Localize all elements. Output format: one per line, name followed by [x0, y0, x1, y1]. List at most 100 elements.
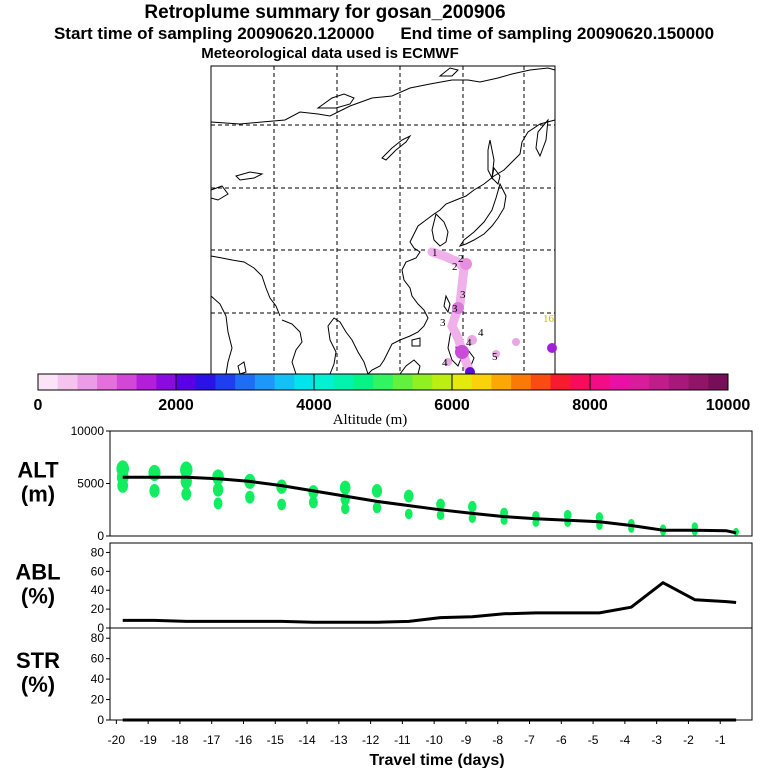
colorbar-axis-label: Altitude (m): [333, 412, 408, 428]
y-tick-label: 60: [91, 652, 105, 666]
x-tick-label: -2: [683, 733, 694, 747]
scatter-point: [277, 498, 287, 511]
scatter-point: [308, 496, 318, 509]
colorbar-cell: [274, 374, 295, 390]
panel-abl: 0 20 40 60 80 ABL(%): [15, 542, 753, 635]
colorbar-cell: [452, 374, 473, 390]
colorbar-cell: [333, 374, 354, 390]
traj-label: 2: [458, 253, 464, 265]
scatter-point: [341, 503, 350, 515]
x-tick-label: -19: [139, 733, 157, 747]
x-tick-label: -18: [171, 733, 189, 747]
colorbar-cell: [314, 374, 335, 390]
time-series-panels: 0500010000ALT(m)020406080ABL(%)020406080…: [15, 424, 753, 727]
y-tick-label: 5000: [77, 477, 104, 491]
trajectory-map: 1 2 2 3 3 3 4 4 4 5 16: [210, 65, 557, 377]
colorbar-cell: [97, 374, 118, 390]
trajectory-labels: 1 2 2 3 3 3 4 4 4 5 16: [432, 247, 555, 369]
colorbar-cell: [668, 374, 690, 390]
meteorological-data-label: Meteorological data used is ECMWF: [201, 45, 459, 62]
x-tick-label: -17: [203, 733, 221, 747]
x-tick-labels: -20 -19 -18 -17 -16 -15 -14 -13 -12 -11 -10 -9 -8 -7 -…: [108, 720, 726, 747]
colorbar-cell: [235, 374, 256, 390]
traj-label: 16: [543, 313, 555, 325]
x-tick-label: -7: [524, 733, 535, 747]
panel-alt: 0 5000 10000 ALT(m): [17, 424, 753, 543]
y-axis-label: (m): [21, 482, 55, 507]
traj-label: 3: [440, 317, 446, 329]
scatter-point: [213, 497, 223, 510]
traj-label: 3: [460, 289, 466, 301]
y-tick-label: 10000: [71, 424, 105, 438]
scatter-point: [180, 461, 193, 479]
colorbar-tick-labels: 0 2000 4000 6000 8000 10000: [34, 374, 751, 414]
colorbar-cell: [688, 374, 709, 390]
scatter-point: [563, 509, 572, 521]
colorbar-cell: [57, 374, 78, 390]
colorbar-cell: [511, 374, 532, 390]
colorbar-cell: [215, 374, 236, 390]
series-line: [122, 475, 737, 535]
scatter-point: [468, 513, 476, 524]
end-time-label: End time of sampling 20090620.150000: [400, 24, 715, 43]
y-axis-label: ALT: [17, 458, 59, 483]
x-tick-label: -3: [651, 733, 662, 747]
scatter-point: [212, 469, 224, 486]
panel-frame: [109, 542, 753, 629]
x-tick-label: -20: [108, 733, 126, 747]
x-tick-label: -5: [588, 733, 599, 747]
y-tick-label: 40: [91, 672, 105, 686]
colorbar-cell: [471, 374, 492, 390]
colorbar-cell: [392, 374, 414, 390]
scatter-point: [149, 484, 160, 498]
colorbar-cell: [412, 374, 433, 390]
traj-label: 2: [452, 261, 458, 273]
y-tick-label: 80: [91, 631, 105, 645]
y-axis-label: STR: [16, 648, 60, 673]
scatter-point: [212, 482, 224, 497]
colorbar-tick-label: 4000: [296, 397, 332, 414]
colorbar-frame: [37, 373, 729, 391]
colorbar-cell: [77, 374, 98, 390]
y-axis-label: ABL: [15, 560, 60, 585]
y-tick-label: 0: [97, 529, 104, 543]
x-tick-label: -12: [362, 733, 380, 747]
chart-title: Retroplume summary for gosan_200906: [144, 2, 506, 23]
colorbar-cell: [609, 374, 630, 390]
y-axis-label: (%): [21, 672, 55, 697]
x-tick-label: -10: [426, 733, 444, 747]
colorbar-tick-label: 6000: [434, 397, 470, 414]
x-tick-label: -8: [492, 733, 503, 747]
x-tick-label: -6: [556, 733, 567, 747]
scatter-point: [339, 480, 351, 495]
colorbar-tick-label: 2000: [158, 397, 194, 414]
y-tick-label: 0: [97, 621, 104, 635]
colorbar-cell: [530, 374, 552, 390]
start-time-label: Start time of sampling 20090620.120000: [53, 24, 375, 43]
traj-label: 5: [492, 351, 498, 363]
colorbar-cell: [373, 374, 394, 390]
map-gridlines: [211, 66, 555, 374]
altitude-colorbar: 0 2000 4000 6000 8000 10000 Altitude (m): [34, 373, 751, 428]
colorbar-cell: [116, 374, 138, 390]
scatter-point: [595, 512, 604, 523]
colorbar-tick-label: 10000: [706, 397, 751, 414]
y-tick-label: 40: [91, 583, 105, 597]
colorbar-cell: [136, 374, 157, 390]
traj-label: 3: [452, 303, 458, 315]
colorbar-cell: [491, 374, 512, 390]
traj-label: 4: [478, 327, 484, 339]
x-tick-label: -1: [715, 733, 726, 747]
y-tick-label: 20: [91, 693, 105, 707]
colorbar-cell: [550, 374, 571, 390]
colorbar-cell: [254, 374, 276, 390]
y-tick-label: 80: [91, 545, 105, 559]
x-tick-label: -15: [267, 733, 285, 747]
colorbar-cell: [590, 374, 611, 390]
y-tick-label: 60: [91, 564, 105, 578]
traj-label: 4: [442, 357, 448, 369]
scatter-point: [468, 500, 477, 513]
scatter-point: [436, 509, 445, 521]
x-tick-label: -9: [461, 733, 472, 747]
